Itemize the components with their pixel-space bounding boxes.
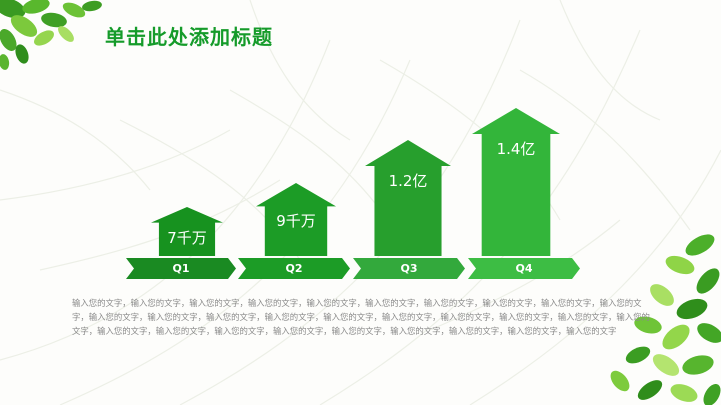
category-chevron-q2[interactable]: Q2	[238, 258, 350, 279]
slide-title[interactable]: 单击此处添加标题	[105, 25, 273, 49]
arrow-bar-q3[interactable]: 1.2亿	[365, 140, 451, 256]
arrow-shape	[365, 140, 451, 256]
data-label: 1.2亿	[388, 172, 428, 190]
tick-label: Q1	[172, 262, 190, 275]
data-label: 1.4亿	[496, 140, 536, 158]
category-chevron-q1[interactable]: Q1	[126, 258, 236, 279]
tick-label: Q3	[400, 262, 418, 275]
data-label: 9千万	[276, 212, 316, 231]
arrow-bar-q1[interactable]: 7千万	[151, 207, 223, 256]
category-chevron-q3[interactable]: Q3	[353, 258, 465, 279]
data-label: 7千万	[167, 228, 207, 247]
arrow-bar-q2[interactable]: 9千万	[256, 183, 336, 256]
tick-label: Q2	[285, 262, 303, 275]
arrow-shape	[151, 207, 223, 256]
arrow-bar-q4[interactable]: 1.4亿	[472, 108, 560, 256]
bottom-right-leaf-cluster-icon	[610, 234, 721, 405]
chevron-shape	[126, 258, 236, 279]
category-chevron-q4[interactable]: Q4	[468, 258, 580, 279]
chevron-shape	[468, 258, 580, 279]
chevron-shape	[353, 258, 465, 279]
body-text[interactable]: 输入您的文字，输入您的文字，输入您的文字，输入您的文字，输入您的文字，输入您的文…	[72, 298, 650, 336]
chevron-shape	[238, 258, 350, 279]
arrow-shape	[256, 183, 336, 256]
tick-label: Q4	[515, 262, 533, 275]
arrow-shape	[472, 108, 560, 256]
top-left-leaf-cluster-icon	[0, 0, 102, 70]
